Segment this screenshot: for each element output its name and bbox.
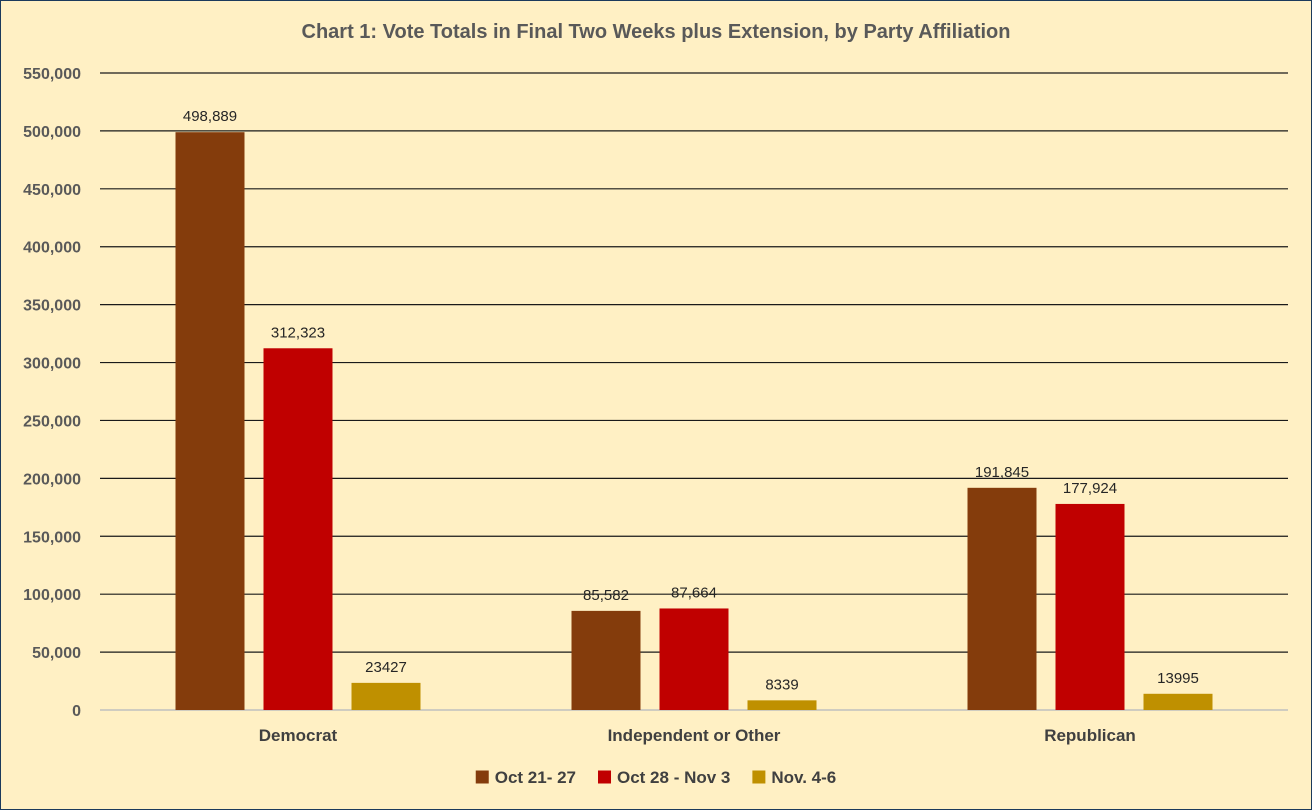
- chart-title: Chart 1: Vote Totals in Final Two Weeks …: [302, 21, 1011, 43]
- bar-republican-nov-4-6: [1143, 693, 1213, 710]
- data-label-republican-oct-21-27: 191,845: [975, 464, 1029, 481]
- data-label-independent-or-other-nov-4-6: 8339: [765, 676, 798, 693]
- data-label-independent-or-other-oct-28-nov-3: 87,664: [671, 584, 717, 601]
- y-tick-label: 550,000: [23, 66, 81, 83]
- x-tick-democrat: Democrat: [259, 726, 338, 745]
- bar-independent-or-other-oct-21-27: [571, 610, 641, 710]
- y-tick-label: 150,000: [23, 529, 81, 546]
- y-tick-label: 0: [72, 703, 81, 720]
- data-labels: 498,889 312,323 23427 85,582 87,664 8339 191,8…: [183, 108, 1199, 693]
- y-tick-label: 300,000: [23, 356, 81, 373]
- data-label-democrat-nov-4-6: 23427: [365, 659, 407, 676]
- bar-independent-or-other-oct-28-nov-3: [659, 608, 729, 710]
- legend-swatch-nov-4-6: [752, 770, 766, 784]
- bars: [175, 132, 1213, 711]
- y-tick-label: 50,000: [32, 645, 81, 662]
- bar-republican-oct-28-nov-3: [1055, 503, 1125, 710]
- data-label-democrat-oct-21-27: 498,889: [183, 108, 237, 125]
- y-tick-label: 500,000: [23, 124, 81, 141]
- y-tick-label: 450,000: [23, 182, 81, 199]
- legend-swatch-oct-28-nov-3: [598, 770, 612, 784]
- y-tick-label: 350,000: [23, 298, 81, 315]
- y-tick-label: 400,000: [23, 240, 81, 257]
- data-label-republican-oct-28-nov-3: 177,924: [1063, 480, 1117, 497]
- bar-independent-or-other-nov-4-6: [747, 700, 817, 710]
- bar-democrat-oct-21-27: [175, 132, 245, 711]
- legend: Oct 21- 27 Oct 28 - Nov 3 Nov. 4-6: [475, 768, 836, 787]
- x-axis-tick-labels: Democrat Independent or Other Republican: [259, 726, 1136, 745]
- y-tick-label: 200,000: [23, 471, 81, 488]
- data-label-democrat-oct-28-nov-3: 312,323: [271, 324, 325, 341]
- y-axis-tick-labels: 0 50,000 100,000 150,000 200,000 250,000 300,0…: [23, 66, 81, 720]
- bar-republican-oct-21-27: [967, 487, 1037, 710]
- legend-swatch-oct-21-27: [475, 770, 489, 784]
- legend-label-oct-21-27: Oct 21- 27: [495, 768, 576, 787]
- data-label-republican-nov-4-6: 13995: [1157, 670, 1199, 687]
- legend-label-oct-28-nov-3: Oct 28 - Nov 3: [617, 768, 730, 787]
- y-tick-label: 100,000: [23, 587, 81, 604]
- data-label-independent-or-other-oct-21-27: 85,582: [583, 587, 629, 604]
- y-tick-label: 250,000: [23, 413, 81, 430]
- x-tick-republican: Republican: [1044, 726, 1136, 745]
- legend-label-nov-4-6: Nov. 4-6: [771, 768, 836, 787]
- x-tick-independent-or-other: Independent or Other: [608, 726, 781, 745]
- bar-democrat-nov-4-6: [351, 682, 421, 710]
- bar-democrat-oct-28-nov-3: [263, 348, 333, 710]
